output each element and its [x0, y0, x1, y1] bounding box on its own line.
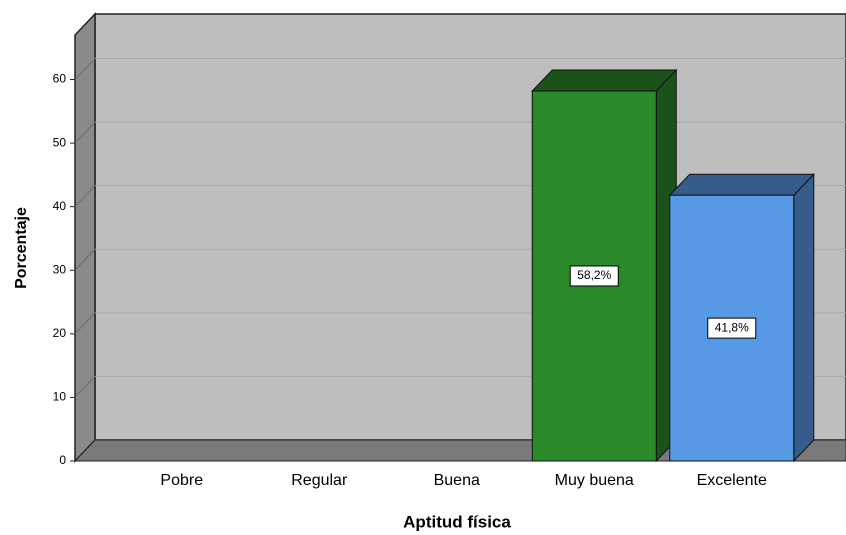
- grid-line: [74, 185, 96, 208]
- grid-line: [74, 376, 96, 398]
- x-tick-label: Excelente: [697, 472, 767, 489]
- grid-line: [74, 121, 96, 144]
- y-tick-label: 50: [53, 135, 67, 149]
- grid-line: [74, 58, 96, 80]
- value-label: 58,2%: [577, 268, 611, 282]
- bar-side: [793, 172, 815, 463]
- x-axis-label: Aptitud física: [403, 512, 511, 531]
- x-tick-label: Muy buena: [555, 472, 634, 489]
- y-tick-label: 20: [53, 326, 67, 340]
- y-tick-label: 10: [53, 390, 67, 404]
- grid-line: [74, 248, 96, 271]
- bar-top: [531, 69, 678, 92]
- y-tick-label: 0: [59, 453, 66, 467]
- bar-top: [668, 173, 815, 196]
- x-tick-label: Pobre: [160, 472, 203, 489]
- value-label-box: [569, 265, 619, 287]
- x-tick-label: Regular: [291, 472, 348, 489]
- value-label: 41,8%: [715, 320, 749, 334]
- y-tick-label: 60: [53, 72, 67, 86]
- y-tick-label: 30: [53, 262, 67, 276]
- y-axis-label: Porcentaje: [13, 207, 30, 289]
- y-tick-label: 40: [53, 199, 67, 213]
- value-label-box: [707, 317, 757, 339]
- x-tick-label: Buena: [434, 472, 480, 489]
- grid-line: [74, 312, 96, 335]
